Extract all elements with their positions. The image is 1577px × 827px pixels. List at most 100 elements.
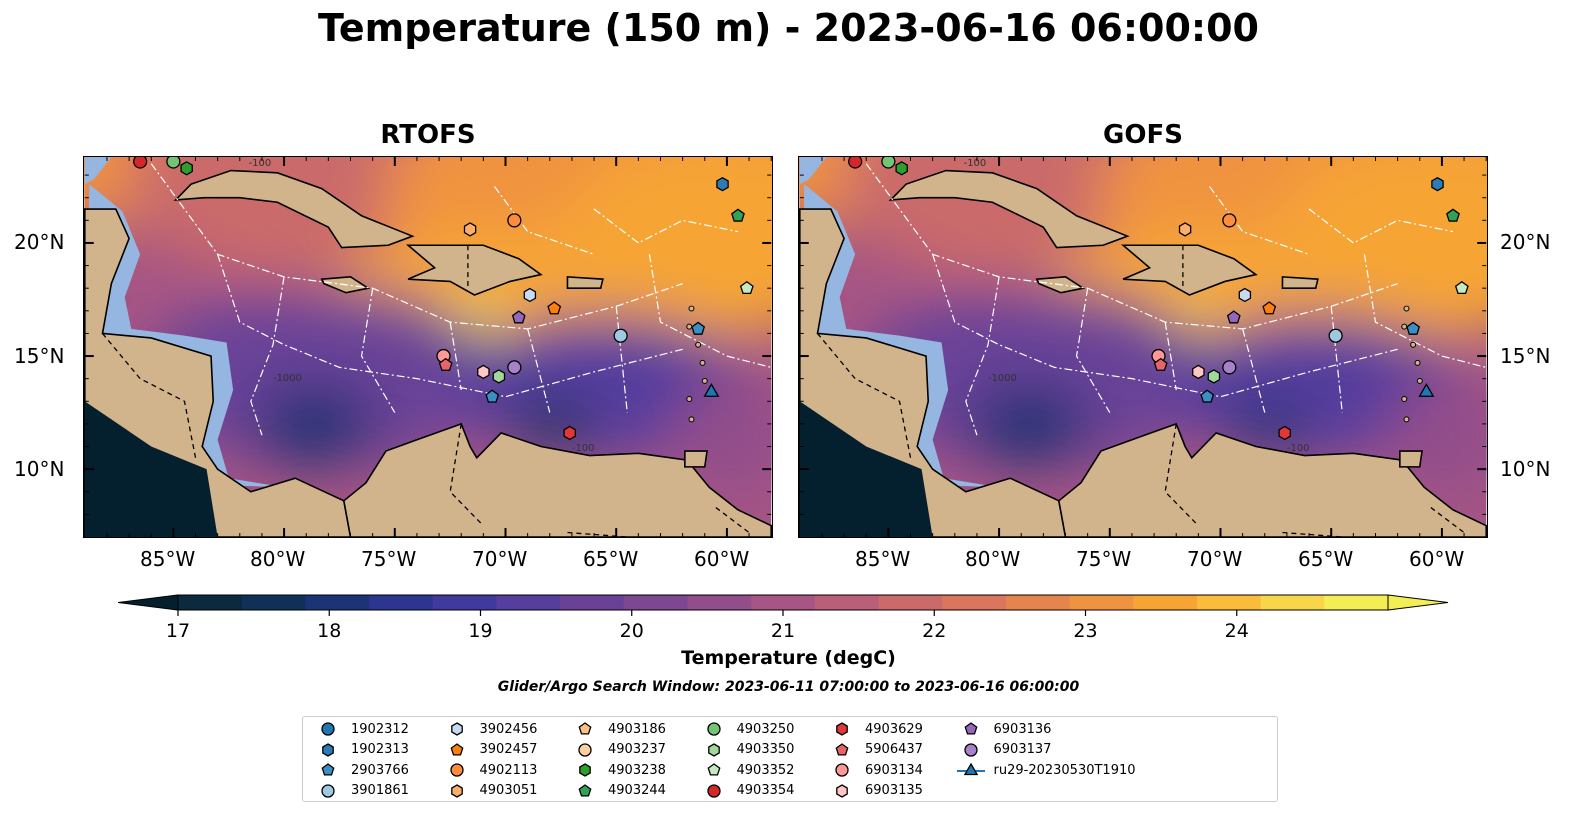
legend-symbol[interactable]	[578, 742, 592, 757]
marker-ru29-20230530T1910[interactable]	[1418, 383, 1435, 397]
land-puertorico	[566, 276, 604, 290]
legend-item-2903766[interactable]: 2903766	[313, 760, 409, 780]
marker-4903238[interactable]	[180, 161, 193, 176]
marker-3902456[interactable]	[1238, 287, 1252, 303]
map-panel-gofs[interactable]: -1000 -100 -100	[798, 156, 1488, 538]
marker-6903136[interactable]	[1226, 310, 1241, 324]
legend-symbol[interactable]	[450, 783, 463, 798]
marker-ru29-20230530T1910[interactable]	[703, 383, 720, 397]
legend-item-6903134[interactable]: 6903134	[827, 760, 923, 780]
legend-item-4903350[interactable]: 4903350	[699, 740, 794, 760]
legend-symbol[interactable]	[579, 763, 591, 777]
legend-item-1902312[interactable]: 1902312	[313, 719, 409, 739]
marker-4903354[interactable]	[133, 156, 148, 169]
marker-1902313[interactable]	[716, 176, 729, 192]
marker-4903352[interactable]	[739, 280, 754, 295]
legend-symbol[interactable]	[963, 762, 978, 776]
legend-symbol[interactable]	[707, 742, 720, 757]
legend-symbol[interactable]	[321, 722, 335, 736]
marker-4903244[interactable]	[1446, 208, 1460, 222]
marker-6903135[interactable]	[1192, 364, 1205, 380]
marker-2903766[interactable]	[1406, 321, 1421, 335]
legend-item-4903237[interactable]: 4903237	[570, 740, 666, 760]
legend-label: 4903186	[608, 721, 666, 737]
legend-symbol[interactable]	[963, 742, 978, 757]
marker-6903137[interactable]	[1222, 360, 1237, 375]
eez-line	[1330, 306, 1343, 413]
pentagon-marker-icon	[450, 742, 463, 756]
colorbar-tick-label: 18	[317, 620, 341, 638]
legend-item-4902113[interactable]: 4902113	[442, 760, 537, 780]
map-panel-rtofs[interactable]: -1000 -100 -100	[83, 156, 773, 538]
legend-label: 6903134	[865, 762, 923, 778]
marker-5906437[interactable]	[1153, 357, 1168, 371]
legend-item-3902457[interactable]: 3902457	[442, 740, 537, 760]
legend-item-4903629[interactable]: 4903629	[827, 719, 923, 739]
legend-symbol[interactable]	[321, 763, 335, 776]
legend-item-4903186[interactable]: 4903186	[570, 719, 666, 739]
marker-4903354[interactable]	[848, 156, 863, 169]
marker-4903051[interactable]	[463, 222, 477, 237]
marker-4903350[interactable]	[492, 369, 506, 384]
legend-symbol[interactable]	[449, 763, 464, 777]
marker-3902457[interactable]	[547, 301, 562, 315]
marker-4903238[interactable]	[895, 161, 908, 176]
legend-item-6903137[interactable]: 6903137	[956, 740, 1051, 760]
marker-3902457[interactable]	[1262, 301, 1277, 315]
marker-6903137[interactable]	[507, 360, 522, 375]
legend-item-ru29-20230530T1910[interactable]: ru29-20230530T1910	[956, 760, 1136, 780]
colorbar-bin	[432, 595, 497, 610]
marker-4903350[interactable]	[1207, 369, 1221, 384]
marker-4903250[interactable]	[881, 156, 896, 169]
legend-item-3901861[interactable]: 3901861	[313, 781, 409, 801]
legend-item-4903354[interactable]: 4903354	[699, 781, 794, 801]
circle-marker-icon	[449, 763, 464, 777]
island	[1401, 323, 1408, 330]
legend-symbol[interactable]	[835, 742, 849, 756]
legend-item-6903135[interactable]: 6903135	[827, 781, 923, 801]
marker-1902312[interactable]	[1200, 389, 1215, 403]
legend-item-4903238[interactable]: 4903238	[570, 760, 666, 780]
marker-4903244[interactable]	[731, 208, 745, 222]
legend-item-4903250[interactable]: 4903250	[699, 719, 794, 739]
marker-6903136[interactable]	[511, 310, 526, 324]
marker-1902312[interactable]	[485, 389, 500, 403]
marker-3902456[interactable]	[523, 287, 537, 303]
marker-4902113[interactable]	[1222, 213, 1237, 228]
legend-symbol[interactable]	[706, 783, 721, 798]
legend-item-6903136[interactable]: 6903136	[956, 719, 1051, 739]
legend-symbol[interactable]	[578, 722, 592, 735]
marker-4903250[interactable]	[166, 156, 181, 169]
legend-item-4903051[interactable]: 4903051	[442, 781, 537, 801]
marker-4902113[interactable]	[507, 213, 522, 228]
legend-symbol[interactable]	[835, 763, 849, 777]
marker-4903629[interactable]	[1278, 425, 1291, 441]
legend-symbol[interactable]	[836, 722, 848, 736]
legend-symbol[interactable]	[964, 722, 977, 735]
marker-2903766[interactable]	[691, 321, 706, 335]
legend-symbol[interactable]	[450, 722, 463, 736]
marker-3901861[interactable]	[1328, 328, 1343, 343]
colorbar-bin	[241, 595, 306, 610]
legend-symbol[interactable]	[322, 742, 334, 757]
legend-item-4903244[interactable]: 4903244	[570, 781, 666, 801]
marker-4903051[interactable]	[1178, 222, 1192, 237]
legend-symbol[interactable]	[707, 763, 720, 776]
legend-symbol[interactable]	[450, 742, 463, 756]
legend-symbol[interactable]	[836, 783, 848, 798]
marker-3901861[interactable]	[613, 328, 628, 343]
marker-6903135[interactable]	[477, 364, 490, 380]
legend-symbol[interactable]	[706, 722, 721, 736]
marker-4903629[interactable]	[563, 425, 576, 441]
marker-1902313[interactable]	[1431, 176, 1444, 192]
legend-item-5906437[interactable]: 5906437	[827, 740, 923, 760]
legend-item-4903352[interactable]: 4903352	[699, 760, 794, 780]
legend-symbol[interactable]	[578, 783, 592, 797]
lon-tick-label: 60°W	[694, 547, 750, 571]
marker-5906437[interactable]	[438, 357, 453, 371]
legend-item-1902313[interactable]: 1902313	[313, 740, 409, 760]
land-hispaniola	[1120, 244, 1258, 296]
marker-4903352[interactable]	[1454, 280, 1469, 295]
legend-item-3902456[interactable]: 3902456	[442, 719, 537, 739]
legend-symbol[interactable]	[321, 783, 335, 798]
